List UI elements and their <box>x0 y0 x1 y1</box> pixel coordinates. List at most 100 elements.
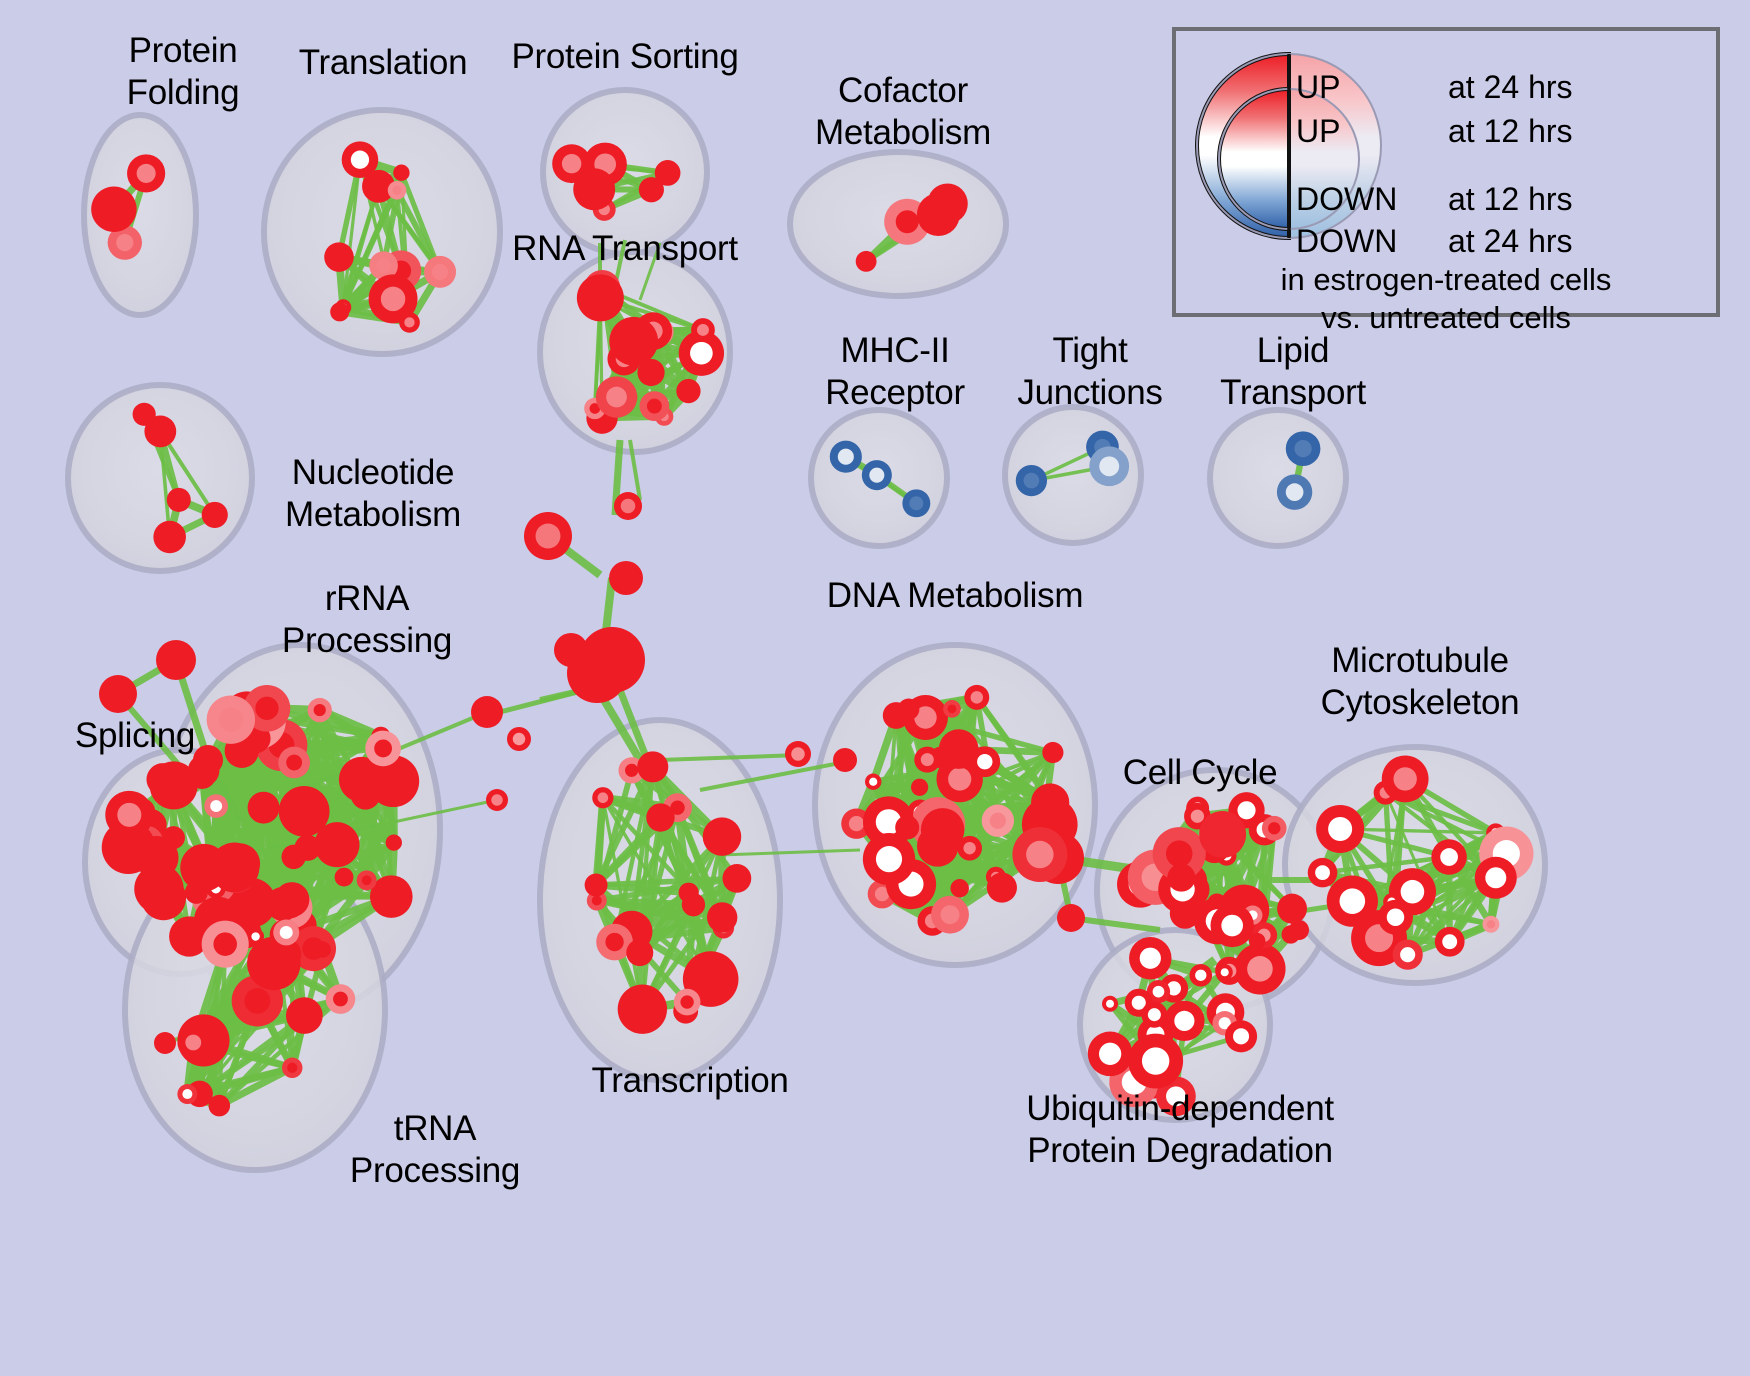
network-node[interactable] <box>617 984 668 1034</box>
network-node[interactable] <box>911 778 929 796</box>
network-node[interactable] <box>637 751 669 783</box>
network-node-core <box>914 706 937 729</box>
network-node[interactable] <box>154 1032 176 1054</box>
legend-time-3: at 24 hrs <box>1448 223 1573 259</box>
network-node-core <box>848 816 865 832</box>
network-node[interactable] <box>324 242 354 272</box>
network-node[interactable] <box>986 872 1017 903</box>
network-node[interactable] <box>567 643 627 703</box>
cluster-label-dna-metabolism: DNA Metabolism <box>826 576 1084 615</box>
network-node[interactable] <box>722 863 752 893</box>
network-edge <box>628 439 642 501</box>
network-node[interactable] <box>219 843 261 885</box>
network-edge <box>699 760 846 792</box>
network-node[interactable] <box>1281 925 1300 944</box>
network-node[interactable] <box>281 844 306 870</box>
network-node[interactable] <box>350 779 381 810</box>
network-node[interactable] <box>576 274 624 322</box>
network-node[interactable] <box>385 834 402 851</box>
network-node-core <box>837 448 854 465</box>
network-node-core <box>1247 956 1273 982</box>
network-node-core <box>185 1034 202 1051</box>
network-node[interactable] <box>334 867 354 887</box>
network-node[interactable] <box>369 875 413 918</box>
network-node[interactable] <box>393 164 410 181</box>
network-edge <box>601 797 644 1010</box>
network-node[interactable] <box>609 316 659 366</box>
network-node[interactable] <box>471 696 503 728</box>
network-node[interactable] <box>314 941 331 958</box>
network-node[interactable] <box>1167 863 1196 892</box>
legend-ring-diagram <box>1195 51 1382 241</box>
network-node[interactable] <box>153 520 186 554</box>
legend-direction-2: DOWN <box>1296 181 1398 217</box>
network-node-core <box>1393 767 1417 791</box>
network-node[interactable] <box>950 879 969 898</box>
network-node[interactable] <box>920 808 965 852</box>
network-node[interactable] <box>638 177 664 203</box>
network-node[interactable] <box>208 1094 231 1117</box>
network-node[interactable] <box>1199 811 1247 858</box>
network-edge <box>201 772 366 798</box>
network-node[interactable] <box>166 487 191 512</box>
network-node-core <box>605 932 624 952</box>
network-node-core <box>1106 999 1115 1008</box>
network-node[interactable] <box>263 893 281 911</box>
network-node-core <box>1440 848 1458 866</box>
network-node[interactable] <box>247 791 280 824</box>
network-node-core <box>1166 1086 1186 1107</box>
network-node-core <box>874 886 890 902</box>
network-node[interactable] <box>626 939 654 967</box>
network-node-core <box>287 1062 298 1073</box>
network-node-core <box>597 792 609 804</box>
network-edge <box>158 431 172 538</box>
legend-time-0: at 24 hrs <box>1448 69 1573 105</box>
network-node[interactable] <box>146 763 180 796</box>
network-node[interactable] <box>646 803 675 832</box>
network-node[interactable] <box>285 997 323 1034</box>
network-node[interactable] <box>706 902 738 933</box>
network-node[interactable] <box>573 168 616 211</box>
network-node[interactable] <box>637 358 665 387</box>
network-node[interactable] <box>91 186 137 232</box>
network-node[interactable] <box>247 936 301 991</box>
network-node[interactable] <box>367 755 420 808</box>
network-node[interactable] <box>927 183 968 224</box>
network-node[interactable] <box>702 817 742 856</box>
network-node[interactable] <box>144 415 177 448</box>
network-node-core <box>625 763 639 777</box>
network-node-core <box>392 185 402 195</box>
network-node[interactable] <box>676 378 701 404</box>
network-node[interactable] <box>111 831 149 869</box>
network-node[interactable] <box>654 160 681 186</box>
network-node[interactable] <box>678 882 699 903</box>
network-node-core <box>1294 440 1312 458</box>
network-node[interactable] <box>1277 893 1308 924</box>
network-node[interactable] <box>833 748 857 772</box>
network-node[interactable] <box>897 698 920 721</box>
network-node[interactable] <box>1248 932 1266 950</box>
network-node[interactable] <box>330 302 350 322</box>
network-node[interactable] <box>609 561 643 595</box>
network-node[interactable] <box>1057 904 1085 932</box>
network-edge <box>200 772 296 860</box>
network-node[interactable] <box>134 864 184 914</box>
network-node[interactable] <box>201 501 228 528</box>
network-node-core <box>947 704 957 714</box>
network-node-core <box>875 846 903 873</box>
network-node[interactable] <box>274 882 310 918</box>
network-node[interactable] <box>1042 741 1064 764</box>
network-node[interactable] <box>362 169 395 203</box>
network-node[interactable] <box>99 675 137 713</box>
network-node[interactable] <box>895 815 920 840</box>
network-node[interactable] <box>855 250 877 272</box>
network-node-core <box>313 704 326 717</box>
network-node[interactable] <box>156 640 196 680</box>
cluster-label-splicing: Splicing <box>74 716 196 755</box>
network-node-core <box>670 800 685 815</box>
network-node[interactable] <box>278 785 330 837</box>
network-node-core <box>620 498 636 514</box>
cluster-label-lipid-transport: Lipid Transport <box>1220 331 1366 412</box>
network-node[interactable] <box>314 822 360 868</box>
network-node[interactable] <box>584 873 608 897</box>
